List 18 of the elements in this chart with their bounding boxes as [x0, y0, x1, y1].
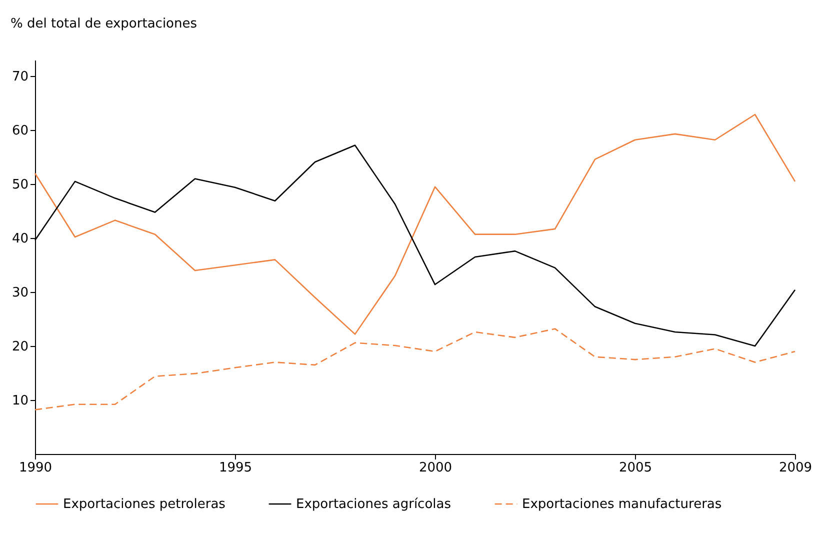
x-tick-label: 2009	[778, 460, 812, 476]
legend-label: Exportaciones agrícolas	[296, 497, 452, 512]
line-series	[34, 328, 796, 410]
x-tick-label: 1990	[18, 460, 52, 476]
legend-label: Exportaciones manufactureras	[522, 497, 722, 512]
y-tick-label: 20	[12, 340, 28, 355]
y-tick-label: 60	[12, 124, 28, 139]
y-tick-label: 40	[12, 232, 28, 247]
y-tick-label: 30	[12, 286, 28, 301]
line-series	[34, 114, 796, 335]
y-axis-title: % del total de exportaciones	[10, 16, 198, 32]
legend-label: Exportaciones petroleras	[63, 497, 226, 512]
x-tick-label: 2000	[418, 460, 452, 476]
y-tick-label: 10	[12, 394, 28, 409]
x-tick-label: 2005	[618, 460, 652, 476]
x-tick-label: 1995	[218, 460, 252, 476]
y-tick-label: 50	[12, 178, 28, 193]
y-tick-label: 70	[12, 70, 28, 85]
